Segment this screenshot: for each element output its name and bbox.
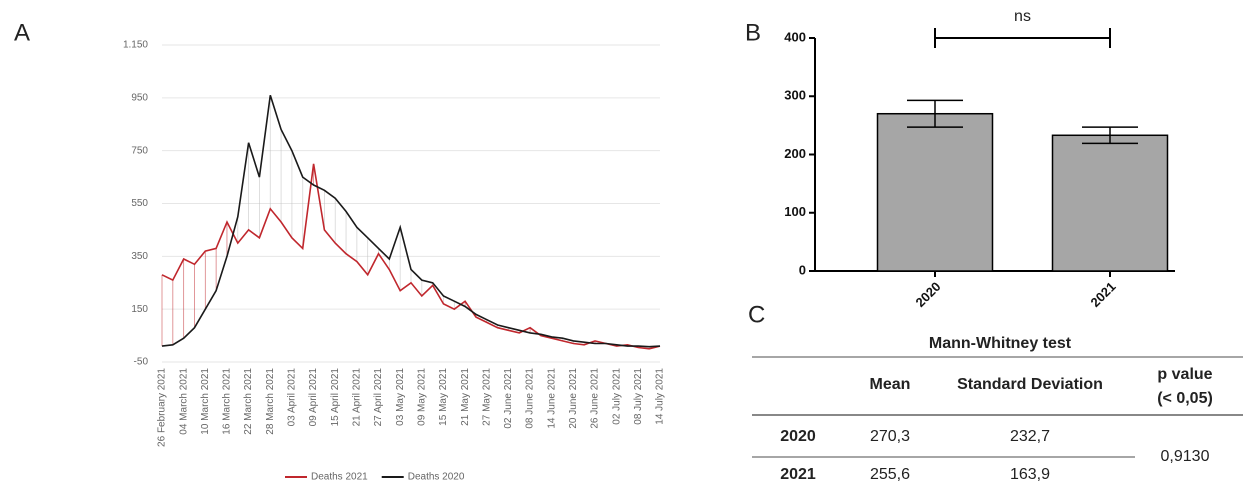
panel-label: C	[748, 301, 765, 328]
x-tick-label: 02 July 2021	[611, 368, 622, 425]
table-cell: 270,3	[870, 428, 910, 445]
error-bar	[907, 99, 963, 128]
table-title: Mann-Whitney test	[929, 335, 1072, 352]
x-tick-label: 22 March 2021	[243, 368, 254, 435]
table-cell: 255,6	[870, 466, 910, 483]
annotation: ns	[1014, 8, 1031, 25]
panel-label: B	[745, 19, 761, 46]
x-tick-label: 27 April 2021	[373, 368, 384, 427]
series-line	[161, 163, 661, 350]
x-tick-label: 16 March 2021	[222, 368, 233, 435]
x-tick-label: 09 April 2021	[308, 368, 319, 427]
significance-bracket	[934, 28, 1111, 48]
y-tick-label: 400	[784, 29, 806, 44]
row-header: 2020	[780, 428, 816, 445]
x-tick-label: 21 April 2021	[352, 368, 363, 427]
x-tick-label: 04 March 2021	[178, 368, 189, 435]
x-tick-label: 27 May 2021	[481, 368, 492, 426]
x-tick-label: 10 March 2021	[200, 368, 211, 435]
x-tick-label: 20 June 2021	[568, 368, 579, 429]
y-tick-label: 550	[131, 198, 148, 209]
panel-label: A	[14, 19, 30, 46]
x-tick-label: 03 May 2021	[395, 368, 406, 426]
table-cell: 232,7	[1010, 428, 1050, 445]
y-tick-label: 950	[131, 92, 148, 103]
y-tick-label: 350	[131, 251, 148, 262]
bar	[876, 112, 994, 272]
y-tick-label: 200	[784, 146, 806, 161]
y-tick-label: 150	[131, 304, 148, 315]
legend-label: Deaths 2021	[311, 472, 368, 483]
x-tick-label: 09 May 2021	[416, 368, 427, 426]
column-header: (< 0,05)	[1157, 390, 1213, 407]
x-tick-label: 2020	[912, 279, 943, 310]
y-tick-label: -50	[134, 357, 149, 368]
x-tick-label: 21 May 2021	[460, 368, 471, 426]
x-tick-label: 28 March 2021	[265, 368, 276, 435]
y-tick-label: 0	[799, 262, 806, 277]
x-tick-label: 2021	[1087, 279, 1118, 310]
x-tick-label: 15 May 2021	[438, 368, 449, 426]
x-tick-label: 15 April 2021	[330, 368, 341, 427]
column-header: Mean	[870, 376, 911, 393]
p-value: 0,9130	[1161, 448, 1210, 465]
x-tick-label: 08 July 2021	[633, 368, 644, 425]
x-tick-label: 14 June 2021	[546, 368, 557, 429]
y-tick-label: 100	[784, 204, 806, 219]
x-tick-label: 02 June 2021	[503, 368, 514, 429]
column-header: Standard Deviation	[957, 376, 1103, 393]
x-tick-label: 08 June 2021	[525, 368, 536, 429]
table-cell: 163,9	[1010, 466, 1050, 483]
legend-label: Deaths 2020	[408, 472, 465, 483]
bar	[1051, 134, 1169, 272]
x-tick-label: 14 July 2021	[655, 368, 666, 425]
x-tick-label: 03 April 2021	[287, 368, 298, 427]
x-tick-label: 26 February 2021	[157, 368, 168, 447]
y-tick-label: 300	[784, 88, 806, 103]
row-header: 2021	[780, 466, 816, 483]
x-tick-label: 26 June 2021	[590, 368, 601, 429]
column-header: p value	[1157, 366, 1212, 383]
y-tick-label: 750	[131, 145, 148, 156]
y-tick-label: 1.150	[123, 40, 148, 51]
error-bar	[1082, 126, 1138, 145]
series-line	[161, 94, 661, 348]
